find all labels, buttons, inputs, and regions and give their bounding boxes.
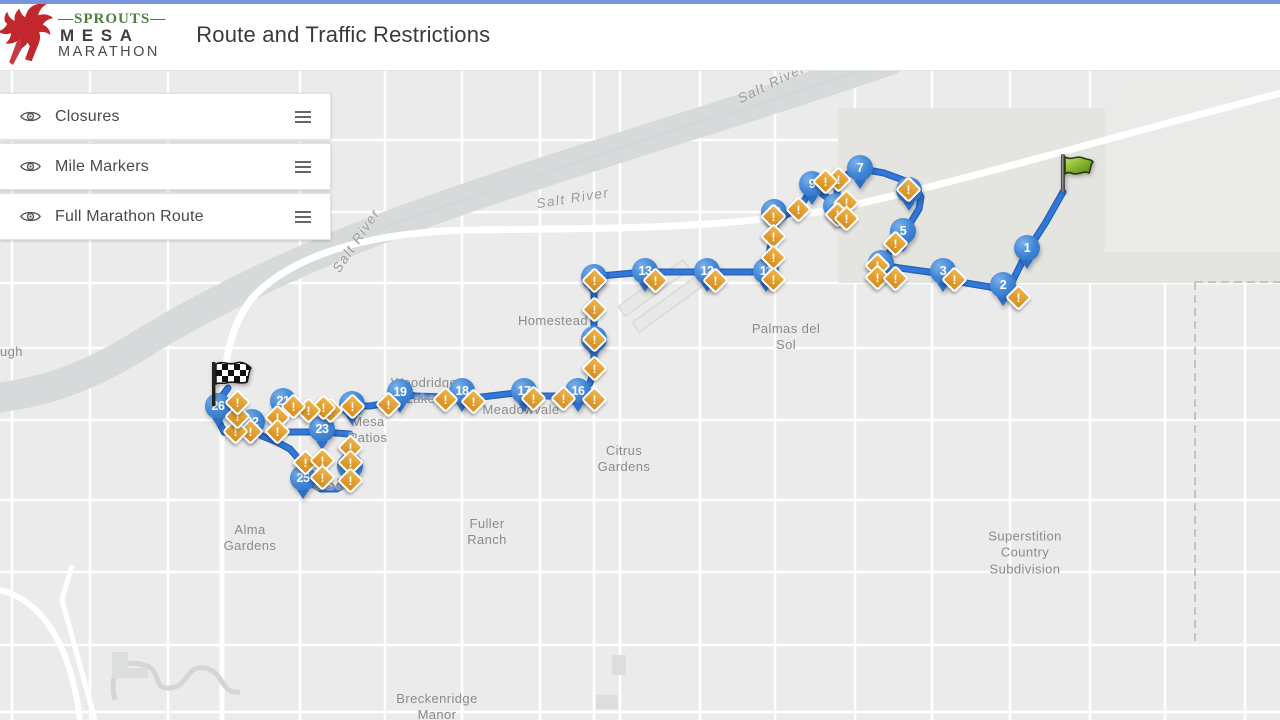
exclamation-glyph: ! [320, 470, 325, 485]
salt-river-edge [299, 70, 864, 263]
app-header: SPROUTS MESA MARATHON Route and Traffic … [0, 0, 1280, 71]
place-label: Citrus Gardens [597, 442, 651, 474]
exclamation-glyph: ! [348, 455, 353, 470]
exclamation-glyph: ! [592, 392, 597, 407]
exclamation-glyph: ! [906, 182, 911, 197]
place-label: Homestead [517, 312, 589, 328]
structure-blobs [112, 652, 626, 709]
exclamation-glyph: ! [471, 394, 476, 409]
logo-brand: SPROUTS [58, 11, 166, 27]
exclamation-glyph: ! [952, 272, 957, 287]
exclamation-glyph: ! [561, 391, 566, 406]
place-label: Breckenridge Manor [396, 690, 478, 720]
eye-icon[interactable] [20, 209, 42, 225]
map-canvas[interactable]: Closures Mile Markers Full Marathon Route … [0, 70, 1280, 720]
mile-number: 9 [808, 177, 816, 191]
eye-icon[interactable] [20, 159, 42, 175]
exclamation-glyph: ! [350, 399, 355, 414]
place-label: ugh [0, 343, 23, 359]
phoenix-logo-icon [0, 3, 54, 65]
marathon-logo: SPROUTS MESA MARATHON [0, 1, 166, 69]
layer-options-icon[interactable] [294, 159, 314, 175]
layer-row-closures[interactable]: Closures [0, 93, 331, 140]
mile-number: 16 [571, 384, 585, 398]
mile-marker-pin-1[interactable]: 1 [1014, 235, 1040, 261]
exclamation-glyph: ! [592, 361, 597, 376]
finish-flag-icon[interactable] [209, 356, 255, 413]
boundary-dashed-line [1194, 281, 1280, 645]
exclamation-glyph: ! [248, 424, 253, 439]
exclamation-glyph: ! [875, 270, 880, 285]
exclamation-glyph: ! [771, 272, 776, 287]
exclamation-glyph: ! [592, 273, 597, 288]
exclamation-glyph: ! [275, 424, 280, 439]
start-flag-icon[interactable] [1059, 152, 1095, 199]
exclamation-glyph: ! [844, 211, 849, 226]
marathon-route-line[interactable] [215, 166, 1066, 492]
exclamation-glyph: ! [531, 391, 536, 406]
logo-text: SPROUTS MESA MARATHON [58, 11, 166, 61]
place-label: Fuller Ranch [467, 515, 507, 547]
layer-row-mile-markers[interactable]: Mile Markers [0, 143, 331, 190]
place-label: Alma Gardens [223, 521, 277, 553]
logo-city: MESA [60, 26, 140, 46]
exclamation-glyph: ! [771, 229, 776, 244]
page-title: Route and Traffic Restrictions [196, 22, 491, 47]
exclamation-glyph: ! [386, 397, 391, 412]
top-accent-bar [0, 0, 1280, 4]
mile-marker-pin-7[interactable]: 7 [847, 155, 873, 181]
exclamation-glyph: ! [893, 236, 898, 251]
exclamation-glyph: ! [713, 273, 718, 288]
freeway-road [0, 587, 83, 720]
logo-event: MARATHON [58, 44, 160, 61]
freeway-road [218, 89, 1280, 434]
exclamation-glyph: ! [653, 273, 658, 288]
layer-label: Full Marathon Route [55, 207, 204, 225]
layer-label: Mile Markers [55, 157, 149, 175]
eye-icon[interactable] [20, 109, 42, 125]
exclamation-glyph: ! [303, 455, 308, 470]
exclamation-glyph: ! [771, 250, 776, 265]
exclamation-glyph: ! [823, 174, 828, 189]
mile-number: 2 [999, 278, 1007, 292]
layer-options-icon[interactable] [294, 209, 314, 225]
exclamation-glyph: ! [348, 473, 353, 488]
layer-row-full-marathon-route[interactable]: Full Marathon Route [0, 193, 331, 240]
place-label: Superstition Country Subdivision [988, 528, 1062, 577]
exclamation-glyph: ! [592, 302, 597, 317]
layers-panel: Closures Mile Markers Full Marathon Route [0, 93, 331, 243]
exclamation-glyph: ! [306, 403, 311, 418]
freeway-road [59, 564, 98, 720]
exclamation-glyph: ! [796, 202, 801, 217]
mile-number: 3 [939, 264, 947, 278]
exclamation-glyph: ! [443, 392, 448, 407]
place-label: Palmas del Sol [751, 320, 821, 352]
mile-number: 5 [899, 224, 907, 238]
layer-label: Closures [55, 107, 120, 125]
exclamation-glyph: ! [771, 209, 776, 224]
exclamation-glyph: ! [592, 332, 597, 347]
layer-options-icon[interactable] [294, 109, 314, 125]
mile-number: 1 [1023, 241, 1031, 255]
exclamation-glyph: ! [291, 399, 296, 414]
landuse-patch [1105, 252, 1280, 283]
exclamation-glyph: ! [893, 271, 898, 286]
exclamation-glyph: ! [1016, 290, 1021, 305]
mile-number: 7 [856, 161, 864, 175]
mile-number: 19 [393, 385, 407, 399]
exclamation-glyph: ! [321, 400, 326, 415]
mile-number: 23 [315, 422, 329, 436]
